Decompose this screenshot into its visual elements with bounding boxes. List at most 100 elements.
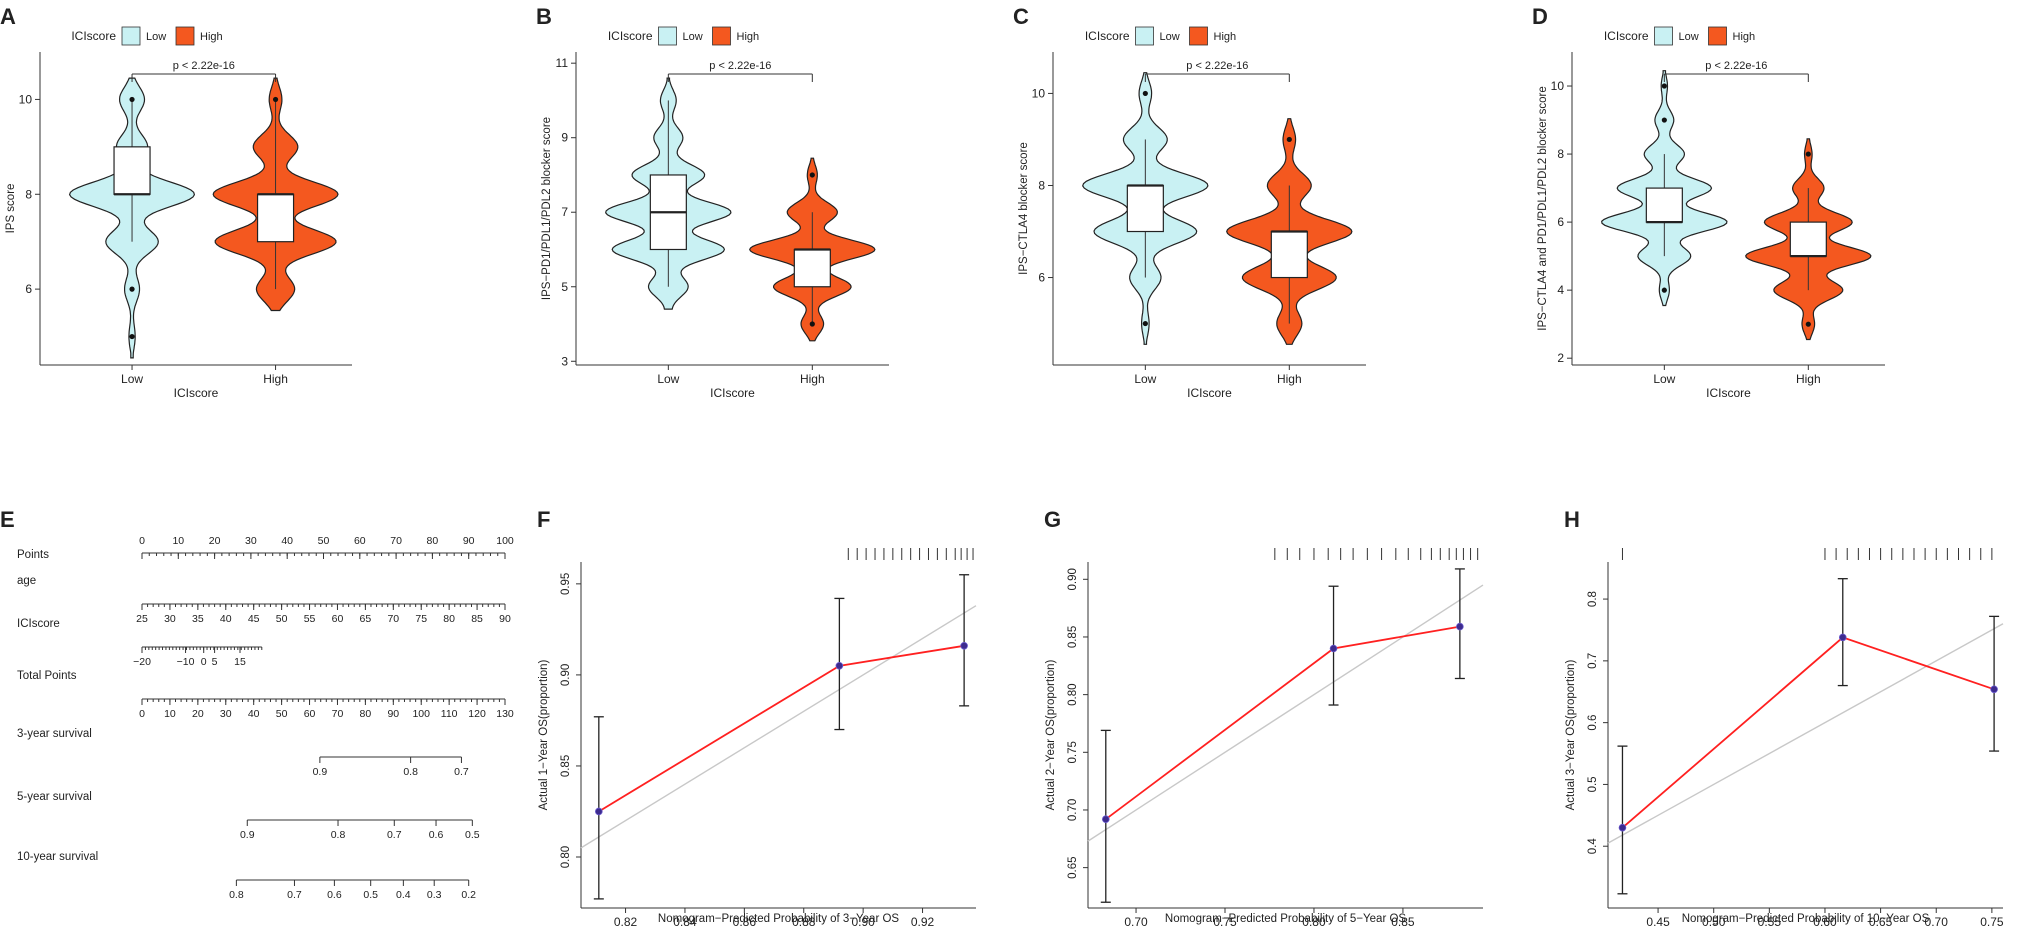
calibration-point <box>1101 815 1110 823</box>
legend-swatch-high <box>1708 26 1727 46</box>
legend-swatch-low <box>658 26 677 46</box>
calibration-line <box>598 644 965 813</box>
panel-label: E <box>0 507 15 532</box>
x-tick-label: High <box>800 372 825 386</box>
nomogram-tick-label: 60 <box>354 535 366 547</box>
y-axis-label: IPS−CTLA4 and PD1/PDL1/PDL2 blocker scor… <box>1537 86 1549 331</box>
nomogram-tick-label: 35 <box>192 613 204 625</box>
nomogram-row-label: age <box>17 575 36 587</box>
y-axis-label: Actual 3−Year OS(proportion) <box>1565 659 1577 810</box>
nomogram-tick-label: 80 <box>427 535 439 547</box>
x-tick-label: 0.90 <box>851 915 875 927</box>
nomogram-tick-label: 0.8 <box>331 829 346 841</box>
outlier-point <box>809 172 815 178</box>
legend-title: ICIscore <box>1085 29 1130 43</box>
panel-a: A ICIscore Low High 6 8 10 Low High ICIscore IPS s… <box>0 4 352 400</box>
calibration-point <box>1990 685 1998 694</box>
nomogram-tick-label: 10 <box>164 708 176 720</box>
nomogram-tick-label: 0.9 <box>240 829 255 841</box>
y-tick-label: 2 <box>1557 351 1564 365</box>
y-tick-label: 0.90 <box>1067 568 1079 590</box>
x-tick-label: 0.55 <box>1758 915 1782 927</box>
panel-f: F 0.80 0.85 0.90 0.95 0.82 0.84 0.86 0.88 0.90 0.9… <box>537 507 977 927</box>
legend-label-high: High <box>1214 31 1237 43</box>
x-tick-label: High <box>1796 372 1821 386</box>
legend-label-high: High <box>1733 31 1756 43</box>
calibration-point <box>595 807 603 816</box>
pvalue-label: p < 2.22e-16 <box>1186 60 1248 72</box>
y-tick-label: 0.85 <box>560 755 572 777</box>
legend-swatch-low <box>121 26 141 46</box>
y-tick-label: 0.95 <box>560 573 572 595</box>
y-tick-label: 0.80 <box>560 846 572 868</box>
pvalue-label: p < 2.22e-16 <box>709 60 771 72</box>
legend-swatch-high <box>1189 26 1208 46</box>
y-tick-label: 9 <box>561 131 568 145</box>
x-tick-label: 0.92 <box>911 915 935 927</box>
nomogram-tick-label: 0.7 <box>287 889 302 901</box>
nomogram-tick-label: 100 <box>496 535 514 547</box>
nomogram-tick-label: 80 <box>443 613 455 625</box>
ideal-diagonal <box>1087 584 1484 842</box>
legend-swatch-high <box>175 26 195 46</box>
nomogram-tick-label: 0.5 <box>465 829 480 841</box>
y-tick-label: 6 <box>25 282 32 296</box>
y-tick-label: 0.4 <box>1587 838 1599 855</box>
nomogram-tick-label: 0.7 <box>387 829 402 841</box>
calibration-point <box>1838 633 1847 642</box>
nomogram-row-label: 3-year survival <box>17 728 92 740</box>
box-high <box>793 248 831 288</box>
ideal-diagonal <box>1607 623 2004 844</box>
legend-label-high: High <box>737 31 760 43</box>
nomogram-tick-label: 0.9 <box>313 766 328 778</box>
nomogram-tick-label: 0.6 <box>429 829 444 841</box>
nomogram-tick-label: 0.2 <box>461 889 476 901</box>
y-axis-label: IPS−CTLA4 blocker score <box>1018 142 1030 275</box>
y-axis-label: Actual 1−Year OS(proportion) <box>538 659 550 810</box>
y-tick-label: 0.65 <box>1067 856 1079 878</box>
nomogram-tick-label: 10 <box>172 535 184 547</box>
panel-g: G 0.65 0.70 0.75 0.80 0.85 0.90 0.70 0.75 0.80 0.8… <box>1044 507 1484 927</box>
nomogram-tick-label: 0 <box>201 656 207 668</box>
x-tick-label: Low <box>1653 372 1675 386</box>
nomogram-tick-label: 0.5 <box>363 889 378 901</box>
x-axis-label: Nomogram−Predicted Probability of 5−Year… <box>1165 913 1407 925</box>
nomogram-tick-label: −10 <box>177 656 195 668</box>
legend-swatch-low <box>1135 26 1154 46</box>
outlier-point <box>1805 321 1811 327</box>
x-tick-label: 0.70 <box>1124 915 1148 927</box>
box-high <box>1270 230 1308 279</box>
y-tick-label: 7 <box>561 205 568 219</box>
outlier-point <box>1805 151 1811 157</box>
nomogram-tick-label: 75 <box>415 613 427 625</box>
x-tick-label: 0.86 <box>733 915 757 927</box>
nomogram-tick-label: 50 <box>276 708 288 720</box>
nomogram-tick-label: 0.8 <box>229 889 244 901</box>
nomogram-tick-label: 90 <box>387 708 399 720</box>
legend-label-low: Low <box>1679 31 1699 43</box>
y-tick-label: 0.7 <box>1587 653 1599 669</box>
y-tick-label: 8 <box>25 187 32 201</box>
x-tick-label: 0.84 <box>673 915 697 927</box>
calibration-point <box>960 641 968 650</box>
legend-title: ICIscore <box>71 29 116 43</box>
panel-d: D ICIscore Low High 2 4 6 8 10 Low High ICIscore IPS… <box>1532 4 1885 400</box>
nomogram-tick-label: 110 <box>441 708 458 720</box>
nomogram-tick-label: 80 <box>360 708 372 720</box>
calibration-point <box>1329 644 1338 653</box>
nomogram-tick-label: 70 <box>390 535 402 547</box>
nomogram-tick-label: 20 <box>192 708 204 720</box>
nomogram-tick-label: 50 <box>276 613 288 625</box>
x-axis-label: ICIscore <box>1706 386 1751 400</box>
y-tick-label: 0.75 <box>1067 741 1079 763</box>
panel-b: B ICIscore Low High 3 5 7 9 11 Low High ICIscore IPS… <box>536 4 889 400</box>
x-tick-label: 0.75 <box>1213 915 1237 927</box>
ideal-diagonal <box>580 605 977 849</box>
calibration-point <box>835 661 844 670</box>
x-tick-label: 0.65 <box>1869 915 1893 927</box>
x-axis-label: ICIscore <box>1187 386 1232 400</box>
y-tick-label: 11 <box>556 56 569 70</box>
x-axis-label: Nomogram−Predicted Probability of 10−Yea… <box>1682 913 1930 925</box>
legend-label-low: Low <box>683 31 703 43</box>
